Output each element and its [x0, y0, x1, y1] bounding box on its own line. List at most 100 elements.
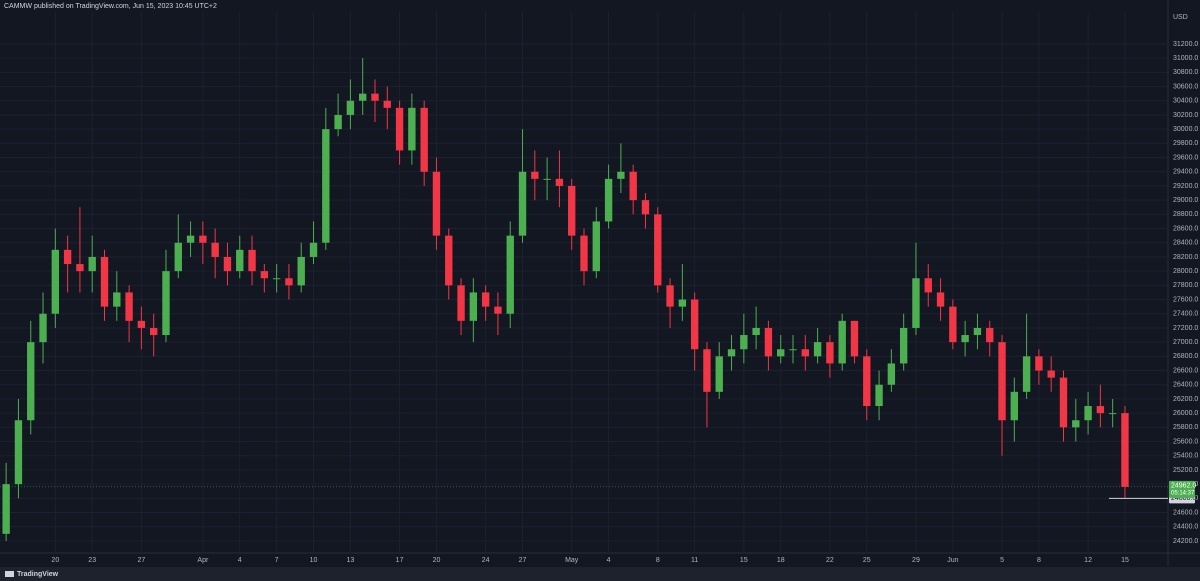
y-tick-label: 24200.0: [1173, 538, 1198, 545]
candle-body: [236, 249, 244, 272]
candle-body: [420, 107, 428, 172]
candle-body: [1010, 391, 1019, 421]
candle-body: [690, 299, 699, 350]
candle-body: [973, 327, 982, 336]
candle-body: [432, 171, 441, 236]
y-tick-label: 28800.0: [1173, 211, 1198, 218]
candle-body: [272, 278, 281, 280]
x-tick-label: Apr: [197, 557, 209, 564]
candle-body: [149, 327, 158, 336]
chart-title: CAMMW published on TradingView.com, Jun …: [4, 3, 217, 10]
candle-body: [51, 249, 60, 314]
x-tick-label: 13: [347, 557, 355, 564]
y-tick-label: 27200.0: [1173, 325, 1198, 332]
candle-body: [617, 171, 625, 179]
candle-body: [334, 114, 342, 130]
candle-body: [371, 93, 379, 101]
y-tick-label: 30600.0: [1173, 83, 1198, 90]
x-tick-label: 17: [396, 557, 404, 564]
candle-body: [604, 178, 613, 222]
candle-body: [113, 292, 121, 307]
candle-body: [518, 171, 527, 236]
candle-body: [383, 100, 391, 108]
candle-body: [568, 185, 576, 236]
candle-body: [1084, 406, 1092, 421]
candle-body: [986, 327, 994, 343]
x-tick-label: 22: [826, 557, 834, 564]
candle-body: [2, 484, 10, 534]
candle-body: [469, 292, 478, 321]
y-tick-label: 28000.0: [1173, 268, 1198, 275]
candle-body: [494, 306, 502, 314]
candle-body: [14, 420, 23, 485]
x-tick-label: 24: [482, 557, 490, 564]
y-tick-label: 30800.0: [1173, 69, 1198, 76]
candle-body: [764, 327, 773, 357]
footer-bar: [0, 567, 1200, 581]
last-price-box: [1169, 480, 1195, 498]
candle-body: [813, 342, 822, 357]
candle-body: [125, 292, 133, 321]
y-tick-label: 27000.0: [1173, 339, 1198, 346]
candle-body: [1059, 377, 1068, 428]
candle-body: [309, 242, 318, 257]
y-tick-label: 31200.0: [1173, 41, 1198, 48]
y-tick-label: 27800.0: [1173, 282, 1198, 289]
candle-body: [949, 306, 957, 343]
candle-body: [777, 349, 785, 357]
y-tick-label: 25600.0: [1173, 438, 1198, 445]
y-tick-label: 29400.0: [1173, 169, 1198, 176]
candle-body: [875, 384, 883, 407]
x-tick-label: 12: [1084, 557, 1092, 564]
candle-body: [137, 320, 146, 328]
y-tick-label: 24400.0: [1173, 524, 1198, 531]
candle-body: [912, 278, 920, 328]
candle-body: [592, 221, 600, 272]
x-tick-label: 29: [912, 557, 920, 564]
candle-body: [654, 214, 662, 286]
y-tick-label: 31000.0: [1173, 55, 1198, 62]
candle-body: [162, 271, 170, 336]
candle-body: [789, 349, 797, 351]
y-tick-label: 27400.0: [1173, 311, 1198, 318]
x-tick-label: 15: [1121, 557, 1129, 564]
x-tick-label: 7: [275, 557, 279, 564]
candle-body: [887, 363, 896, 385]
brand: TradingView: [17, 571, 59, 578]
candle-body: [580, 235, 588, 272]
candle-body: [863, 356, 871, 407]
x-tick-label: 5: [1000, 557, 1004, 564]
y-tick-label: 25200.0: [1173, 467, 1198, 474]
candle-body: [445, 235, 453, 286]
candle-body: [899, 327, 908, 364]
x-tick-label: 4: [238, 557, 242, 564]
last-price-label: 24962.0: [1171, 483, 1196, 490]
candle-body: [678, 299, 687, 307]
y-tick-label: 28600.0: [1173, 225, 1198, 232]
candle-body: [1035, 356, 1043, 371]
y-tick-label: 30400.0: [1173, 98, 1198, 105]
x-tick-label: 18: [777, 557, 785, 564]
candle-body: [531, 171, 539, 179]
x-tick-label: 8: [1037, 557, 1041, 564]
candle-body: [322, 129, 330, 243]
x-tick-label: 20: [433, 557, 441, 564]
candle-body: [199, 235, 207, 243]
y-tick-label: 25800.0: [1173, 424, 1198, 431]
y-tick-label: 28200.0: [1173, 254, 1198, 261]
candle-body: [543, 178, 551, 180]
candle-body: [1121, 413, 1129, 487]
x-tick-label: 25: [863, 557, 871, 564]
candle-body: [666, 285, 674, 307]
x-tick-label: 11: [691, 557, 698, 564]
candle-body: [248, 249, 256, 272]
brand-logo: [5, 571, 14, 577]
candle-body: [961, 335, 969, 343]
y-tick-label: 26200.0: [1173, 396, 1198, 403]
candle-body: [297, 256, 305, 286]
x-tick-label: 23: [88, 557, 96, 564]
y-tick-label: 30200.0: [1173, 112, 1198, 119]
y-tick-label: 30000.0: [1173, 126, 1198, 133]
x-tick-label: 10: [310, 557, 318, 564]
